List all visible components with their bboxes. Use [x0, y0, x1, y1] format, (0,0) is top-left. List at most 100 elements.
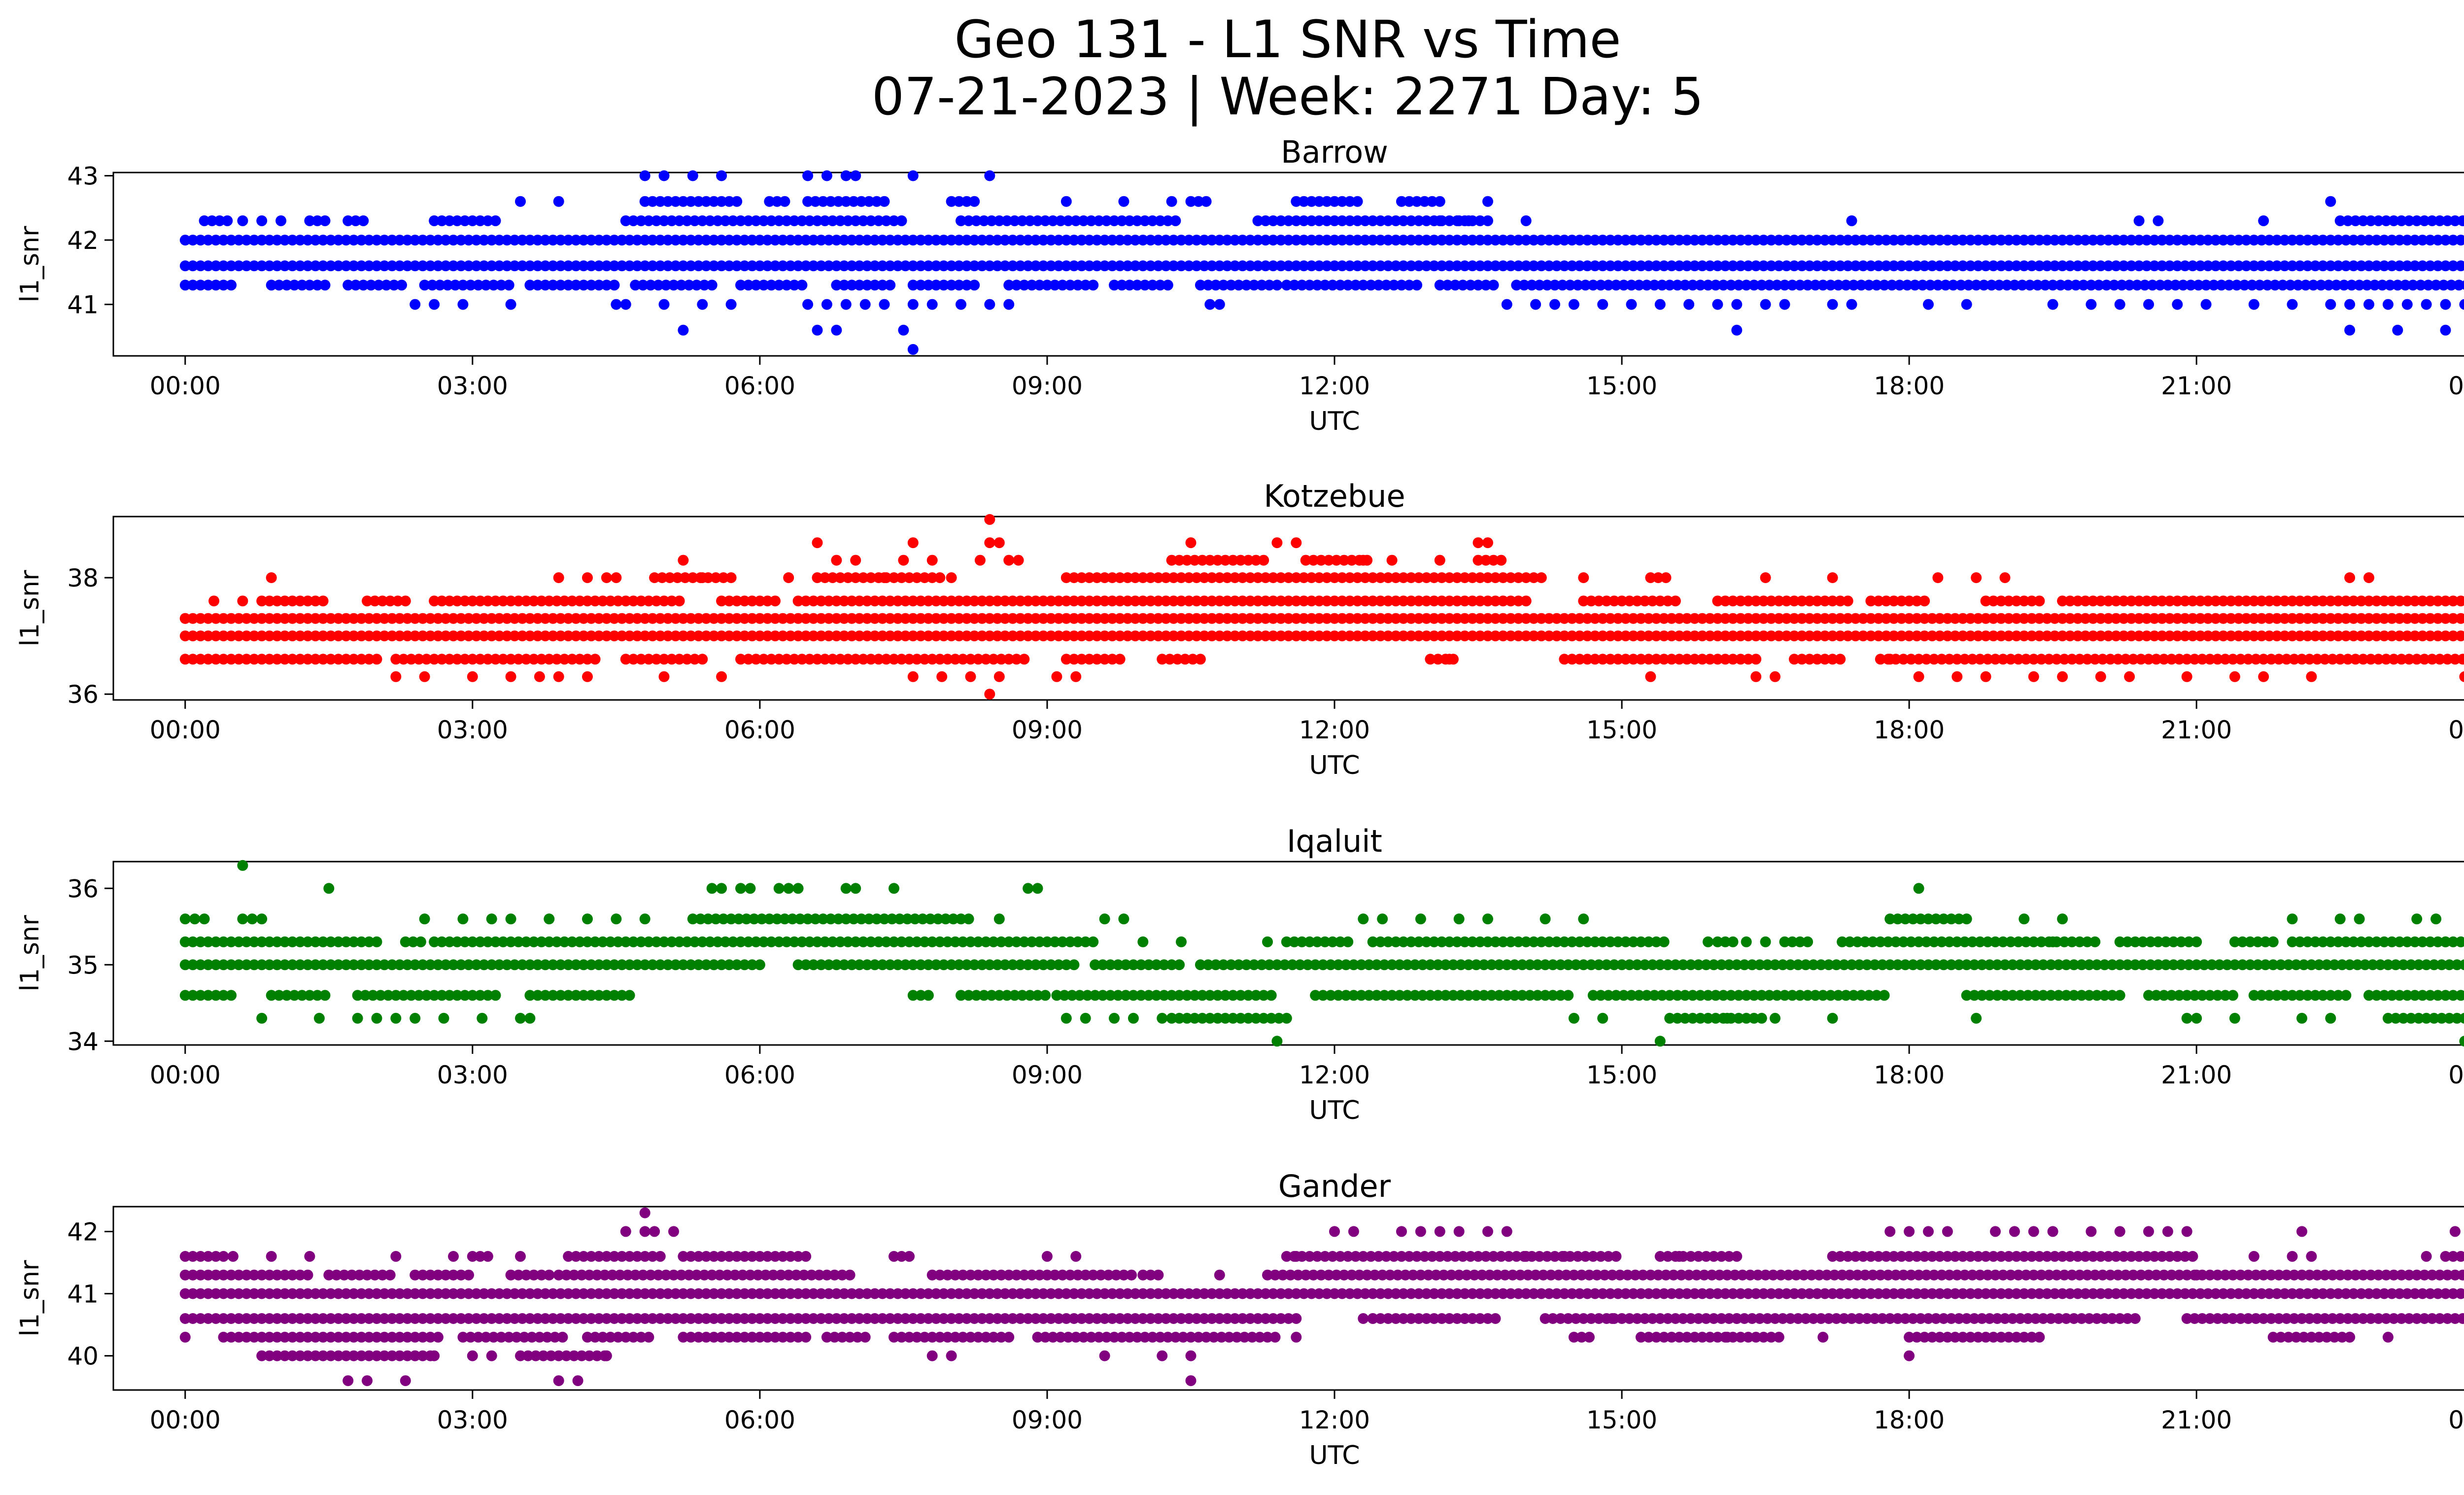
data-point: [1352, 215, 1363, 226]
data-point: [2279, 613, 2290, 624]
data-point: [1585, 595, 1597, 607]
data-point: [1093, 215, 1104, 226]
data-point: [1721, 1012, 1733, 1024]
data-point: [415, 936, 426, 947]
data-point: [1568, 1331, 1579, 1343]
data-point: [1386, 555, 1398, 566]
data-point: [1080, 1269, 1091, 1281]
data-point: [1275, 260, 1287, 272]
data-point: [1045, 595, 1057, 607]
data-point: [1260, 572, 1271, 583]
data-point: [2145, 936, 2156, 947]
data-point: [1245, 630, 1256, 642]
data-point: [2089, 936, 2101, 947]
data-point: [613, 936, 624, 947]
data-point: [1076, 630, 1087, 642]
data-point: [2141, 1251, 2153, 1262]
data-point: [2005, 936, 2017, 947]
data-point: [432, 630, 444, 642]
data-point: [1382, 595, 1394, 607]
data-point: [1685, 1313, 1696, 1324]
data-point: [1053, 959, 1064, 971]
data-point: [1421, 630, 1432, 642]
data-point: [1229, 595, 1240, 607]
data-point: [1628, 260, 1639, 272]
data-point: [1015, 1313, 1026, 1324]
data-point: [333, 1288, 344, 1299]
data-point: [1226, 279, 1237, 291]
data-point: [567, 654, 578, 665]
data-point: [792, 613, 804, 624]
data-point: [1222, 235, 1233, 246]
data-point: [2325, 260, 2336, 272]
data-point: [570, 1251, 582, 1262]
data-point: [1329, 196, 1340, 207]
data-point: [2026, 235, 2037, 246]
data-point: [865, 654, 877, 665]
data-point: [1030, 595, 1041, 607]
data-point: [339, 1269, 350, 1281]
data-point: [2327, 654, 2338, 665]
data-point: [1915, 959, 1926, 971]
data-point: [2325, 299, 2336, 310]
data-point: [1405, 1313, 1417, 1324]
data-point: [1559, 630, 1570, 642]
data-point: [792, 1251, 804, 1262]
data-point: [402, 630, 413, 642]
data-point: [1344, 572, 1356, 583]
data-point: [1114, 654, 1126, 665]
data-point: [2082, 1269, 2093, 1281]
data-point: [630, 1269, 641, 1281]
data-point: [2114, 959, 2125, 971]
data-point: [838, 630, 850, 642]
data-point: [1202, 959, 1214, 971]
data-point: [1275, 1313, 1287, 1324]
data-point: [904, 572, 915, 583]
data-point: [1597, 235, 1608, 246]
data-point: [670, 630, 681, 642]
data-point: [1720, 936, 1731, 947]
data-point: [1651, 1288, 1662, 1299]
data-point: [898, 555, 909, 566]
data-point: [731, 235, 743, 246]
data-point: [1367, 630, 1378, 642]
data-point: [2419, 1313, 2430, 1324]
data-point: [1716, 959, 1727, 971]
data-point: [609, 990, 620, 1001]
data-point: [555, 1313, 566, 1324]
data-point: [1057, 1269, 1068, 1281]
data-point: [1459, 1313, 1471, 1324]
data-point: [1120, 990, 1131, 1001]
subplot-title: Barrow: [1281, 134, 1388, 170]
data-point: [701, 1331, 712, 1343]
data-point: [954, 260, 965, 272]
data-point: [2107, 959, 2118, 971]
data-point: [451, 595, 463, 607]
data-point: [719, 215, 731, 226]
data-point: [279, 235, 290, 246]
data-point: [1107, 595, 1118, 607]
data-point: [1315, 555, 1327, 566]
data-point: [2265, 1313, 2277, 1324]
data-point: [647, 613, 658, 624]
data-point: [2149, 260, 2160, 272]
data-point: [632, 1288, 643, 1299]
data-point: [777, 235, 788, 246]
data-point: [2363, 936, 2374, 947]
data-point: [1712, 1288, 1723, 1299]
data-point: [218, 654, 229, 665]
data-point: [1835, 260, 1846, 272]
data-point: [2013, 654, 2024, 665]
data-point: [1511, 1251, 1522, 1262]
data-point: [708, 1313, 719, 1324]
data-point: [302, 654, 313, 665]
data-point: [871, 196, 882, 207]
data-point: [806, 1269, 817, 1281]
data-point: [2344, 1331, 2356, 1343]
data-point: [792, 959, 804, 971]
data-point: [1608, 959, 1620, 971]
data-point: [2306, 1251, 2317, 1262]
data-point: [1528, 572, 1540, 583]
data-point: [1313, 215, 1325, 226]
data-point: [2049, 1251, 2060, 1262]
